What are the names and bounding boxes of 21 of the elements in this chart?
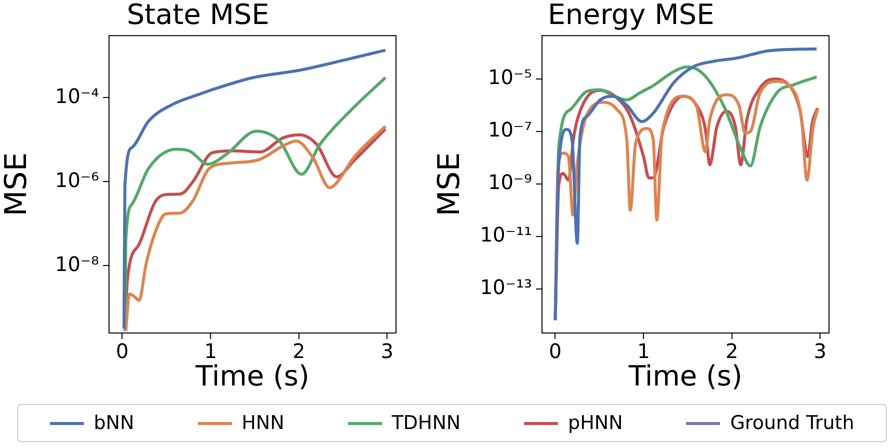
y-tick-label: 10⁻¹¹ [480,222,532,247]
y-axis-title: MSE [0,152,34,216]
y-tick-label: 10⁻⁹ [488,170,532,194]
x-tick-label: 3 [380,339,394,364]
legend-label: Ground Truth [730,412,854,434]
legend-label: bNN [94,412,134,434]
y-tick-label: 10⁻⁴ [54,84,99,108]
legend-label: TDHNN [392,412,461,434]
y-tick-label: 10⁻⁷ [488,118,532,142]
x-tick-label: 3 [814,339,827,364]
y-tick-label: 10⁻¹³ [480,275,532,300]
legend-label: HNN [242,412,284,434]
x-tick-label: 0 [548,339,562,364]
y-axis-title: MSE [432,152,467,216]
x-tick-label: 0 [116,339,129,364]
y-tick-label: 10⁻⁵ [488,65,532,90]
chart-title: Energy MSE [548,0,714,32]
legend-label: pHNN [568,412,623,434]
y-tick-label: 10⁻⁶ [54,168,99,192]
chart-title: State MSE [126,0,270,32]
y-tick-label: 10⁻⁸ [54,252,99,276]
